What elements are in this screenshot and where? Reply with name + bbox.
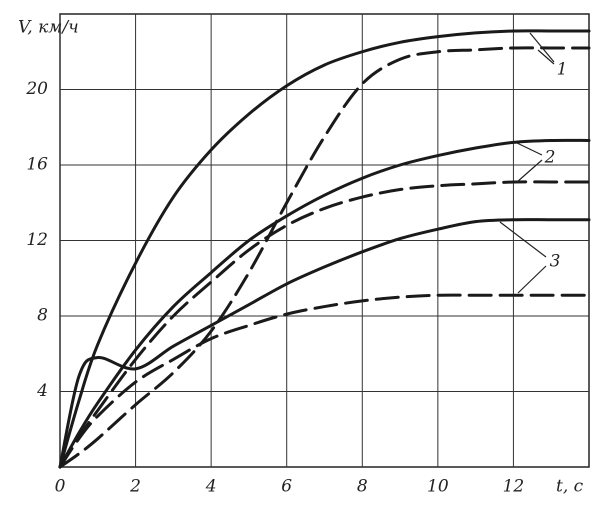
curve (58, 138, 591, 469)
y-tick-label: 12 (26, 230, 48, 250)
x-tick-label: 8 (357, 477, 368, 497)
leader-line (517, 265, 547, 294)
x-tick-label: 6 (281, 477, 292, 497)
curve (58, 293, 591, 469)
x-tick-label: 0 (55, 477, 66, 497)
curve (58, 218, 591, 469)
x-tick-label: 4 (205, 477, 217, 497)
y-tick-label: 20 (25, 79, 48, 99)
leader-line (537, 49, 555, 65)
leader-line (516, 142, 543, 156)
x-tick-label: 12 (503, 477, 525, 497)
curve-label: 3 (550, 252, 561, 272)
curve-label: 1 (557, 60, 568, 80)
curve (58, 46, 591, 469)
curve (58, 29, 591, 469)
leader-line (516, 159, 543, 183)
curve (58, 180, 591, 469)
curve-label: 2 (544, 148, 556, 168)
leader-line (499, 221, 547, 258)
x-tick-label: 2 (129, 477, 141, 497)
y-tick-label: 16 (26, 155, 48, 175)
y-tick-label: 4 (36, 381, 48, 401)
y-axis-label: V, км/ч (18, 18, 79, 38)
x-axis-label: t, c (556, 477, 584, 497)
x-tick-label: 10 (427, 477, 449, 497)
leader-line (529, 32, 555, 63)
y-tick-label: 8 (37, 306, 48, 326)
